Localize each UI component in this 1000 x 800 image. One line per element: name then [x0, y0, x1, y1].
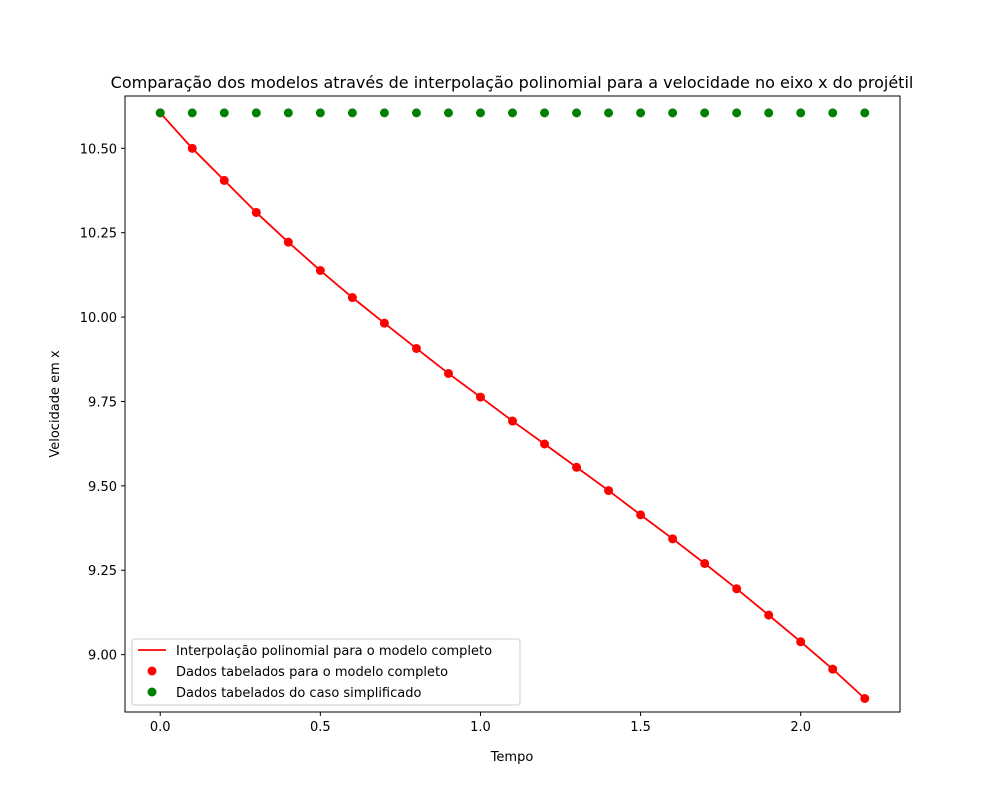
data-point-series-2 [443, 108, 453, 118]
data-point-series-1 [251, 207, 261, 217]
data-point-series-1 [572, 462, 582, 472]
legend-entry-label: Interpolação polinomial para o modelo co… [176, 644, 492, 659]
data-point-series-2 [283, 108, 293, 118]
plot-area [155, 108, 870, 703]
data-point-series-1 [315, 266, 325, 276]
x-tick-label: 1.0 [470, 720, 491, 735]
legend: Interpolação polinomial para o modelo co… [131, 638, 521, 706]
y-tick-label: 10.50 [80, 142, 117, 157]
data-point-series-2 [860, 108, 870, 118]
y-tick-label: 9.25 [88, 564, 117, 579]
data-point-series-2 [604, 108, 614, 118]
data-point-series-1 [700, 558, 710, 568]
legend-entry-label: Dados tabelados para o modelo completo [176, 665, 448, 680]
x-tick-label: 0.5 [310, 720, 331, 735]
x-tick-label: 2.0 [790, 720, 811, 735]
data-point-series-1 [860, 693, 870, 703]
data-point-series-2 [219, 108, 229, 118]
data-point-series-1 [796, 637, 806, 647]
data-point-series-1 [540, 439, 550, 449]
data-point-series-2 [764, 108, 774, 118]
legend-entry-label: Dados tabelados do caso simplificado [176, 686, 421, 701]
data-point-series-2 [315, 108, 325, 118]
data-point-series-2 [700, 108, 710, 118]
data-point-series-2 [572, 108, 582, 118]
data-point-series-2 [508, 108, 517, 118]
y-tick-label: 9.75 [88, 395, 117, 410]
legend-marker-swatch [147, 666, 157, 676]
data-point-series-1 [604, 486, 614, 496]
data-point-series-1 [828, 664, 838, 674]
y-tick-label: 9.50 [88, 480, 117, 495]
data-point-series-2 [379, 108, 389, 118]
data-point-series-1 [732, 584, 742, 594]
x-tick-label: 0.0 [150, 720, 171, 735]
data-point-series-1 [764, 610, 774, 620]
data-point-series-2 [411, 108, 421, 118]
data-point-series-1 [443, 368, 453, 378]
data-point-series-2 [187, 108, 197, 118]
data-point-series-2 [636, 108, 646, 118]
data-point-series-1 [379, 318, 389, 328]
data-point-series-2 [251, 108, 261, 118]
data-point-series-1 [347, 293, 357, 303]
data-point-series-1 [411, 343, 421, 353]
data-point-series-2 [475, 108, 485, 118]
axes-frame [124, 95, 901, 713]
data-point-series-2 [347, 108, 357, 118]
data-point-series-1 [636, 510, 646, 520]
y-axis-label: Velocidade em x [48, 350, 63, 458]
axis-ticks: 0.0 0.5 1.0 1.5 2.0 9.00 9.25 9.50 9.75 10.00 10.2… [80, 142, 811, 735]
x-axis-label: Tempo [490, 750, 534, 765]
data-point-series-1 [668, 534, 678, 544]
data-point-series-1 [475, 392, 485, 402]
x-tick-label: 1.5 [630, 720, 651, 735]
data-point-series-2 [828, 108, 838, 118]
y-tick-label: 9.00 [88, 649, 117, 664]
y-tick-label: 10.25 [80, 227, 117, 242]
data-point-series-2 [732, 108, 742, 118]
data-point-series-1 [219, 175, 229, 185]
data-point-series-1 [508, 416, 517, 426]
data-point-series-2 [155, 108, 165, 118]
data-point-series-2 [668, 108, 678, 118]
chart-title: Comparação dos modelos através de interp… [111, 73, 914, 92]
legend-box [131, 638, 521, 706]
data-point-series-1 [283, 237, 293, 247]
data-point-series-2 [796, 108, 806, 118]
data-point-series-1 [187, 143, 197, 153]
data-point-series-2 [540, 108, 550, 118]
y-tick-label: 10.00 [80, 311, 117, 326]
legend-marker-swatch [147, 687, 157, 697]
